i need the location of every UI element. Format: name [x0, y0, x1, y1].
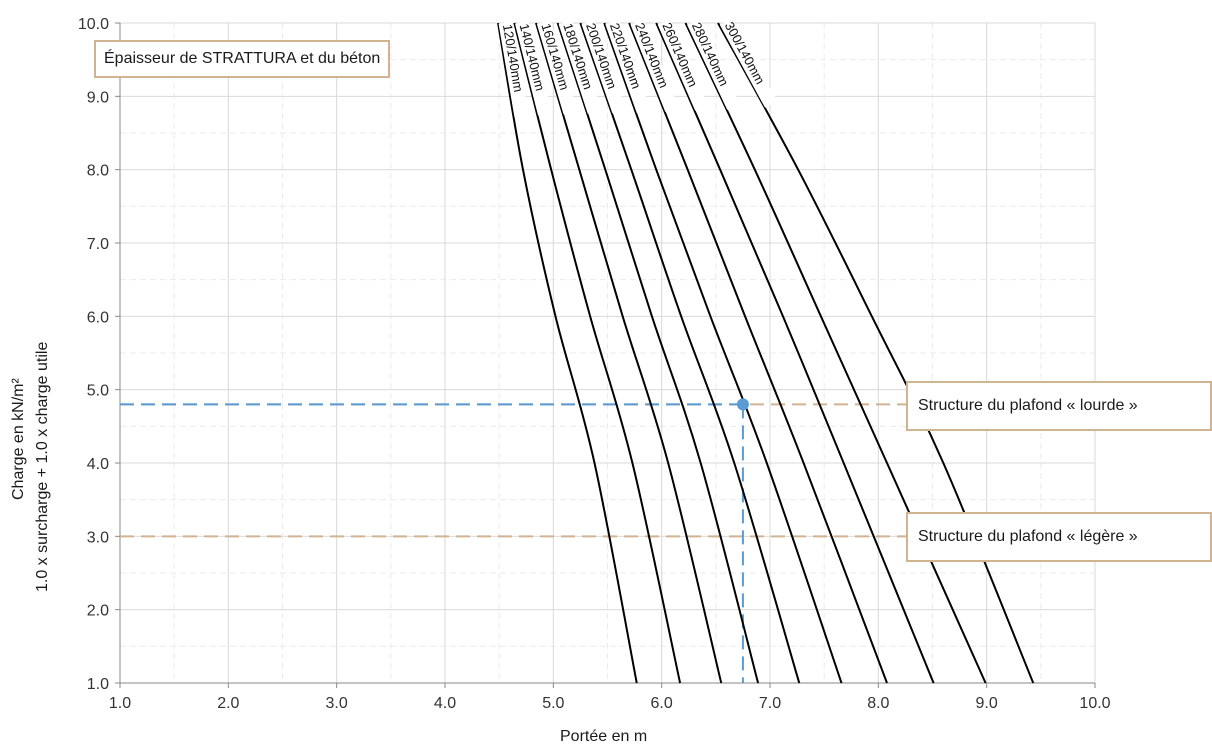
y-tick-label: 1.0: [87, 676, 109, 693]
x-tick-label: 5.0: [542, 695, 564, 712]
curve-140-140mm: [513, 22, 682, 684]
y-tick-label: 5.0: [87, 383, 109, 400]
x-tick-label: 6.0: [651, 695, 673, 712]
x-tick-label: 10.0: [1079, 695, 1110, 712]
curve-label-bg: [581, 19, 626, 114]
y-tick-label: 9.0: [87, 89, 109, 106]
curve-label-bg: [558, 20, 602, 114]
x-tick-label: 4.0: [434, 695, 456, 712]
y-tick-label: 4.0: [87, 456, 109, 473]
y-axis-label-line1: Charge en kN/m²: [10, 378, 27, 500]
light-ceiling-label-box: Structure du plafond « légère »: [906, 512, 1212, 562]
x-tick-label: 9.0: [976, 695, 998, 712]
curve-label-bg: [536, 20, 577, 115]
curve-label-bg: [657, 19, 709, 111]
light-ceiling-label: Structure du plafond « légère »: [918, 528, 1138, 545]
curve-260-140mm: [655, 22, 935, 684]
y-tick-label: 3.0: [87, 529, 109, 546]
curve-label-bg: [719, 18, 778, 108]
example-point: [736, 398, 749, 411]
x-tick-label: 1.0: [109, 695, 131, 712]
curve-label-bg: [498, 21, 529, 117]
curve-120-140mm: [497, 22, 638, 684]
y-axis-label-line2: 1.0 x surcharge + 1.0 x charge utile: [34, 341, 51, 592]
heavy-ceiling-label: Structure du plafond « lourde »: [918, 397, 1138, 414]
curve-label-bg: [630, 19, 679, 112]
heavy-ceiling-label-box: Structure du plafond « lourde »: [906, 381, 1212, 431]
curve-200-140mm: [579, 22, 801, 684]
curve-220-140mm: [603, 22, 843, 684]
x-tick-label: 3.0: [326, 695, 348, 712]
y-tick-label: 6.0: [87, 309, 109, 326]
curve-label-bg: [515, 20, 552, 116]
y-tick-label: 10.0: [78, 16, 109, 33]
y-tick-label: 7.0: [87, 236, 109, 253]
x-axis-label: Portée en m: [560, 728, 648, 745]
x-tick-label: 2.0: [217, 695, 239, 712]
y-tick-label: 8.0: [87, 163, 109, 180]
x-tick-label: 7.0: [759, 695, 781, 712]
curve-160-140mm: [535, 22, 723, 684]
curve-240-140mm: [628, 22, 888, 684]
y-tick-label: 2.0: [87, 603, 109, 620]
legend-title: Épaisseur de STRATTURA et du béton: [104, 50, 381, 67]
curve-180-140mm: [556, 22, 760, 684]
curve-label-bg: [605, 19, 650, 114]
curve-label-bg: [687, 18, 740, 110]
x-tick-label: 8.0: [867, 695, 889, 712]
legend-title-box: Épaisseur de STRATTURA et du béton: [94, 40, 391, 78]
